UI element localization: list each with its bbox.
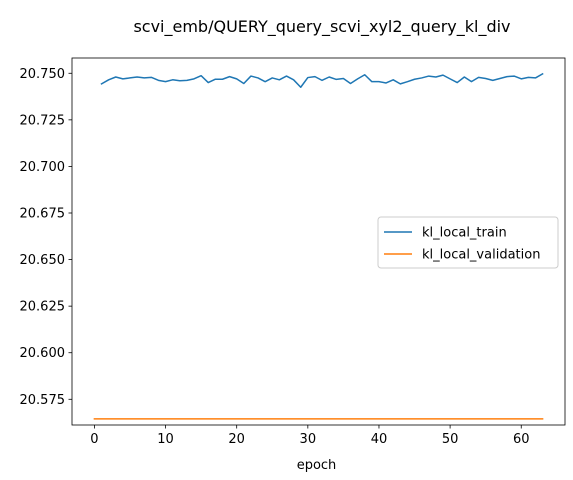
legend-box	[377, 216, 559, 269]
legend: kl_local_train kl_local_validation	[377, 216, 559, 269]
y-tick-label: 20.625	[20, 300, 66, 315]
y-tick-label: 20.700	[20, 160, 66, 175]
x-tick-label: 60	[513, 432, 530, 447]
y-tick-label: 20.650	[20, 253, 66, 268]
plot-area	[71, 57, 566, 426]
y-tick-label: 20.750	[20, 67, 66, 82]
x-tick-label: 50	[442, 432, 459, 447]
x-tick-label: 30	[300, 432, 317, 447]
plot-frame	[71, 57, 566, 426]
y-axis: 20.575 20.600 20.625 20.650 20.675 20.700 20.7…	[20, 67, 72, 408]
x-axis: 0 10 20 30 40 50 60	[90, 425, 530, 447]
x-tick-label: 20	[228, 432, 245, 447]
x-axis-label: epoch	[297, 458, 337, 473]
legend-label-kl_local_train: kl_local_train	[422, 226, 507, 241]
x-tick-label: 40	[371, 432, 388, 447]
y-tick-label: 20.600	[20, 346, 66, 361]
legend-label-kl_local_validation: kl_local_validation	[422, 248, 540, 263]
chart-title: scvi_emb/QUERY_query_scvi_xyl2_query_kl_…	[133, 17, 510, 37]
x-tick-label: 10	[157, 432, 174, 447]
y-tick-label: 20.575	[20, 393, 66, 408]
y-tick-label: 20.675	[20, 206, 66, 221]
x-tick-label: 0	[90, 432, 98, 447]
series-line-kl_local_train	[100, 72, 544, 88]
y-tick-label: 20.725	[20, 113, 66, 128]
